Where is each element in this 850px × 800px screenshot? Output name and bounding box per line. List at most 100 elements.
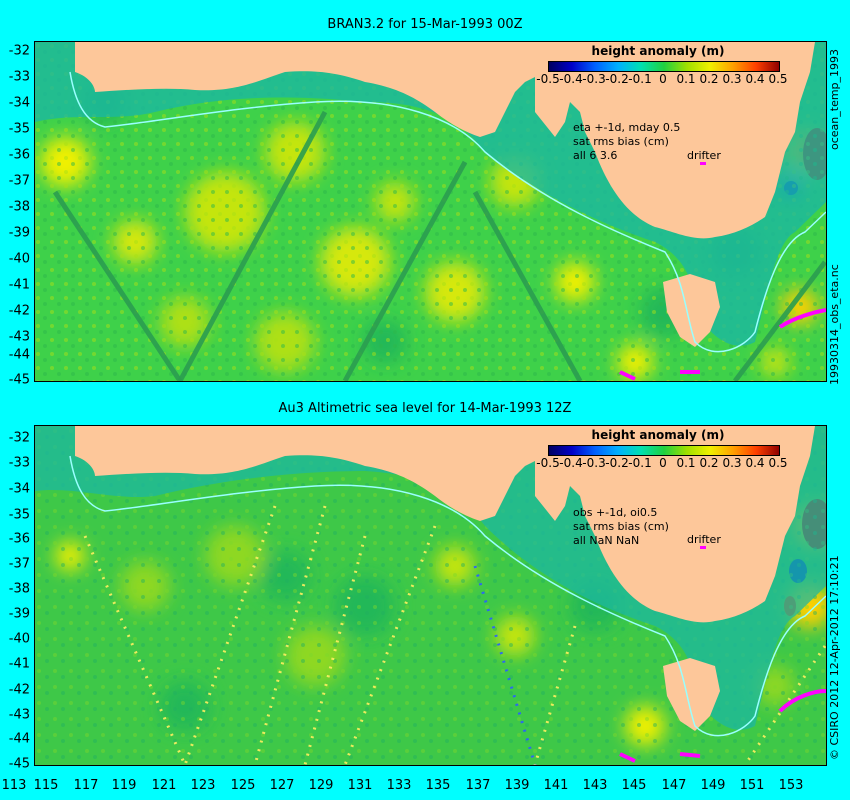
panel-2-lat-labels: -32 -33 -34 -35 -36 -37 -38 -39 -40 -41 … — [0, 425, 32, 772]
lat-label: -38 — [8, 581, 30, 597]
filename-label: 19930314_obs_eta.nc — [828, 264, 841, 385]
lon-label: 119 — [111, 778, 137, 793]
lat-label: -36 — [8, 147, 30, 163]
legend-tick: 0.2 — [699, 72, 719, 86]
lat-label: -35 — [8, 121, 30, 137]
legend-tick: -0.2 — [605, 456, 629, 470]
legend-tick: 0.2 — [699, 456, 719, 470]
lon-label: 151 — [739, 778, 765, 793]
stats-line: sat rms bias (cm) — [573, 520, 669, 533]
lat-label: -35 — [8, 507, 30, 523]
legend-tick: -0.5 — [536, 72, 560, 86]
legend-tick: -0.3 — [582, 456, 606, 470]
lat-label: -34 — [8, 481, 30, 497]
lat-label: -44 — [8, 347, 30, 363]
lon-label: 113 — [1, 778, 27, 793]
panel-1-drifter-mark — [700, 162, 706, 165]
lat-label: -36 — [8, 531, 30, 547]
legend-tick: -0.4 — [559, 72, 583, 86]
stats-line: sat rms bias (cm) — [573, 135, 669, 148]
legend-title: height anomaly (m) — [591, 428, 725, 442]
copyright-label: © CSIRO 2012 12-Apr-2012 17:10:21 — [828, 555, 841, 760]
panel-1-drifter-label: drifter — [687, 149, 721, 162]
stats-line: all NaN NaN — [573, 534, 640, 547]
lat-label: -43 — [8, 329, 30, 345]
panel-1-color-legend: height anomaly (m) -0.5 -0.4 -0.3 -0.2 -… — [530, 42, 787, 92]
lon-label: 125 — [230, 778, 256, 793]
lat-label: -37 — [8, 173, 30, 189]
legend-tick: 0.3 — [722, 72, 742, 86]
lat-label: -42 — [8, 303, 30, 319]
legend-tick: 0.5 — [768, 456, 788, 470]
lon-label: 121 — [151, 778, 177, 793]
legend-tick: 0 — [659, 72, 667, 86]
lon-label: 153 — [778, 778, 804, 793]
legend-tick: 0.4 — [745, 456, 765, 470]
legend-tick: 0.5 — [768, 72, 788, 86]
lon-label: 141 — [543, 778, 569, 793]
lon-labels: 113 115 117 119 121 123 125 127 129 131 … — [0, 778, 850, 798]
legend-tick: 0.1 — [676, 456, 696, 470]
lon-label: 147 — [661, 778, 687, 793]
lat-label: -34 — [8, 95, 30, 111]
lat-label: -40 — [8, 631, 30, 647]
stats-line: obs +-1d, oi0.5 — [573, 506, 658, 519]
lon-label: 123 — [190, 778, 216, 793]
lat-label: -39 — [8, 606, 30, 622]
panel-1-lat-labels: -32 -33 -34 -35 -36 -37 -38 -39 -40 -41 … — [0, 41, 32, 388]
lon-label: 149 — [700, 778, 726, 793]
lat-label: -32 — [8, 43, 30, 59]
panel-1-side-label: ocean_temp_1993 — [828, 48, 841, 150]
lon-label: 143 — [582, 778, 608, 793]
lat-label: -40 — [8, 251, 30, 267]
lon-label: 129 — [308, 778, 334, 793]
legend-tick: 0.1 — [676, 72, 696, 86]
lat-label: -45 — [8, 372, 30, 388]
lon-label: 145 — [621, 778, 647, 793]
legend-colorbar — [548, 61, 780, 72]
lon-label: 115 — [33, 778, 59, 793]
lat-label: -41 — [8, 656, 30, 672]
legend-tick: -0.5 — [536, 456, 560, 470]
lon-label: 127 — [269, 778, 295, 793]
lat-label: -37 — [8, 556, 30, 572]
stats-line: eta +-1d, mday 0.5 — [573, 121, 681, 134]
lon-label: 133 — [386, 778, 412, 793]
panel-1-map — [34, 41, 827, 382]
legend-tick: -0.4 — [559, 456, 583, 470]
legend-ticks: -0.5 -0.4 -0.3 -0.2 -0.1 0 0.1 0.2 0.3 0… — [536, 456, 787, 472]
legend-tick: -0.1 — [628, 456, 652, 470]
panel-2-drifter-label: drifter — [687, 533, 721, 546]
lon-label: 117 — [73, 778, 99, 793]
panel-1-title: BRAN3.2 for 15-Mar-1993 00Z — [327, 17, 523, 32]
lat-label: -41 — [8, 277, 30, 293]
panel-2-sea-level-map — [35, 426, 826, 765]
lat-label: -33 — [8, 69, 30, 85]
panel-1-stats: eta +-1d, mday 0.5 sat rms bias (cm) all… — [573, 121, 680, 163]
panel-2-color-legend: height anomaly (m) -0.5 -0.4 -0.3 -0.2 -… — [530, 426, 787, 476]
panel-2-stats: obs +-1d, oi0.5 sat rms bias (cm) all Na… — [573, 506, 669, 548]
lon-label: 139 — [504, 778, 530, 793]
legend-ticks: -0.5 -0.4 -0.3 -0.2 -0.1 0 0.1 0.2 0.3 0… — [536, 72, 787, 88]
legend-tick: 0 — [659, 456, 667, 470]
legend-tick: -0.3 — [582, 72, 606, 86]
legend-tick: -0.1 — [628, 72, 652, 86]
panel-2-title: Au3 Altimetric sea level for 14-Mar-1993… — [278, 401, 572, 416]
lat-label: -39 — [8, 225, 30, 241]
lon-label: 137 — [465, 778, 491, 793]
legend-tick: -0.2 — [605, 72, 629, 86]
lat-label: -33 — [8, 455, 30, 471]
lon-label: 131 — [347, 778, 373, 793]
lat-label: -38 — [8, 199, 30, 215]
panel-1-sea-level-map — [35, 42, 826, 381]
lat-label: -32 — [8, 430, 30, 446]
legend-tick: 0.3 — [722, 456, 742, 470]
lat-label: -43 — [8, 707, 30, 723]
legend-tick: 0.4 — [745, 72, 765, 86]
lat-label: -44 — [8, 731, 30, 747]
panel-2-drifter-mark — [700, 546, 706, 549]
stats-line: all 6 3.6 — [573, 149, 618, 162]
lat-label: -42 — [8, 682, 30, 698]
legend-title: height anomaly (m) — [591, 44, 725, 58]
panel-2-map — [34, 425, 827, 766]
